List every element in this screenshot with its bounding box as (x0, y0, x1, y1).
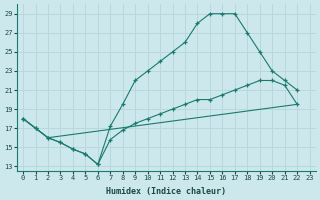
X-axis label: Humidex (Indice chaleur): Humidex (Indice chaleur) (106, 187, 226, 196)
